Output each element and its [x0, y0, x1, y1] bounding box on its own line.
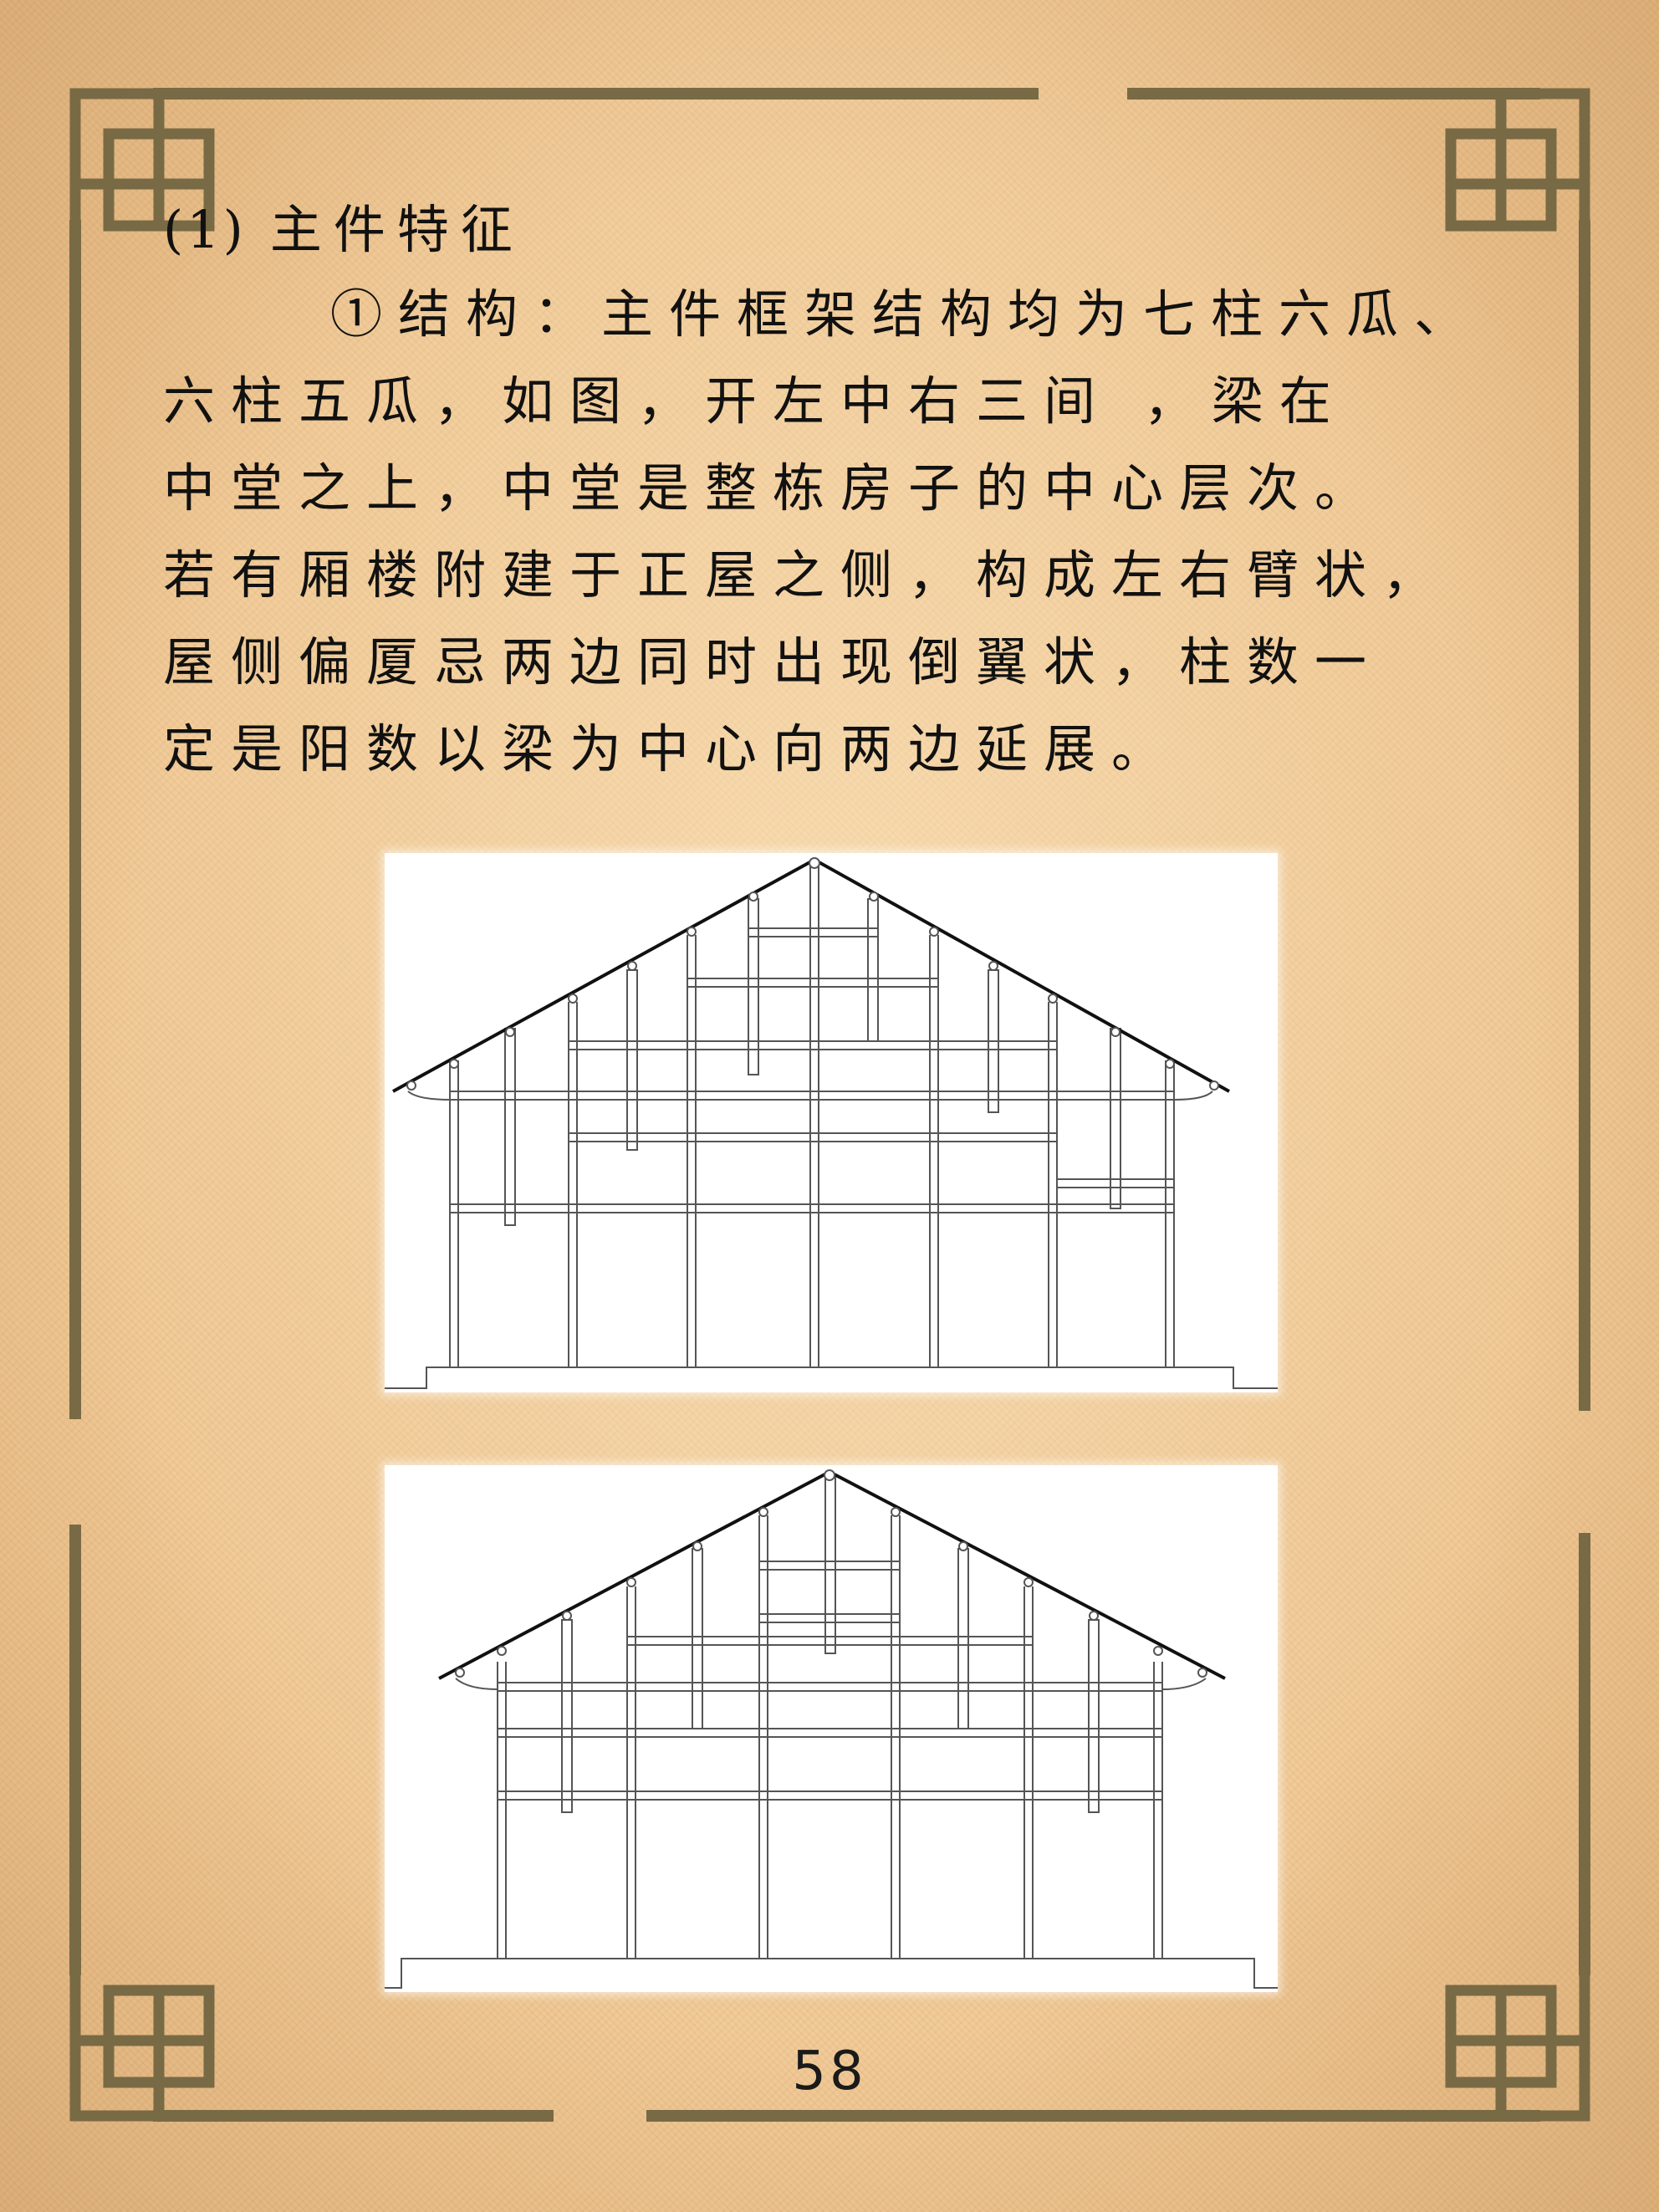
section-number: (1)	[163, 199, 247, 260]
section-title: 主件特征	[269, 199, 524, 260]
main-posts	[449, 861, 1175, 1367]
paragraph-line: 若有厢楼附建于正屋之侧，构成左右臂状，	[163, 544, 1451, 605]
paragraph-line: 六柱五瓜，如图，开左中右三间 ，梁在	[163, 370, 1347, 432]
paragraph-line: ①结构：主件框架结构均为七柱六瓜、	[330, 284, 1483, 345]
figure-seven-columns-six-melons	[385, 853, 1278, 1392]
truss-elevation-drawing	[385, 1469, 1278, 1989]
text-content: (1) 主件特征 ①结构：主件框架结构均为七柱六瓜、 六柱五瓜，如图，开左中右三间…	[163, 192, 1551, 793]
page-number: 58	[792, 2041, 867, 2102]
tie-beams	[450, 927, 1174, 1213]
section-heading: (1) 主件特征	[163, 192, 1551, 268]
melon-posts	[504, 898, 1121, 1226]
tie-beams	[498, 1561, 1162, 1801]
structure-paragraph: ①结构：主件框架结构均为七柱六瓜、 六柱五瓜，如图，开左中右三间 ，梁在 中堂之…	[163, 271, 1551, 793]
paragraph-line: 定是阳数以梁为中心向两边延展。	[163, 718, 1180, 779]
paragraph-line: 中堂之上，中堂是整栋房子的中心层次。	[163, 457, 1383, 519]
truss-elevation-drawing	[385, 857, 1278, 1389]
paragraph-line: 屋侧偏厦忌两边同时出现倒翼状，柱数一	[163, 631, 1383, 692]
figure-six-columns-five-melons	[385, 1465, 1278, 1992]
roof-line	[438, 1469, 1226, 1680]
